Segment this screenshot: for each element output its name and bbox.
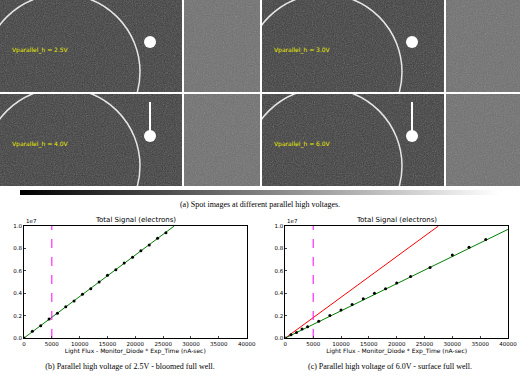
- svg-text:0.6: 0.6: [275, 268, 284, 274]
- svg-text:Vparallel_h = 2.5V: Vparallel_h = 2.5V: [12, 46, 69, 54]
- svg-text:0.4: 0.4: [275, 290, 284, 296]
- svg-text:0.8: 0.8: [275, 245, 284, 251]
- svg-text:15000: 15000: [360, 341, 378, 347]
- svg-text:0: 0: [284, 341, 288, 347]
- svg-text:Total Signal (electrons): Total Signal (electrons): [95, 216, 176, 224]
- svg-text:5000: 5000: [45, 341, 59, 347]
- svg-text:0.8: 0.8: [13, 245, 22, 251]
- svg-text:10000: 10000: [71, 341, 89, 347]
- svg-text:40000: 40000: [499, 341, 517, 347]
- svg-text:Total Signal (electrons): Total Signal (electrons): [356, 216, 437, 224]
- svg-text:0.0: 0.0: [13, 335, 22, 341]
- svg-text:Vparallel_h = 6.0V: Vparallel_h = 6.0V: [274, 140, 331, 148]
- svg-text:0.6: 0.6: [13, 268, 22, 274]
- svg-text:Light Flux - Monitor_Diode * E: Light Flux - Monitor_Diode * Exp_Time (n…: [326, 347, 467, 355]
- svg-text:30000: 30000: [444, 341, 462, 347]
- svg-text:Vparallel_h = 4.0V: Vparallel_h = 4.0V: [12, 140, 69, 148]
- svg-text:1e7: 1e7: [26, 218, 37, 224]
- svg-text:35000: 35000: [210, 341, 228, 347]
- svg-text:30000: 30000: [182, 341, 200, 347]
- html-text:(b) Parallel high voltage of 2: (b) Parallel high voltage of 2.5V - bloo…: [45, 362, 215, 371]
- svg-text:20000: 20000: [388, 341, 406, 347]
- svg-text:Light Flux - Monitor_Diode * E: Light Flux - Monitor_Diode * Exp_Time (n…: [65, 347, 206, 355]
- svg-text:Vparallel_h = 3.0V: Vparallel_h = 3.0V: [274, 46, 331, 54]
- html-text:(a) Spot images at different p: (a) Spot images at different parallel hi…: [179, 200, 341, 209]
- svg-text:0.0: 0.0: [275, 335, 284, 341]
- svg-text:40000: 40000: [238, 341, 256, 347]
- svg-text:1.0: 1.0: [275, 223, 284, 229]
- svg-text:1e7: 1e7: [287, 218, 298, 224]
- svg-text:35000: 35000: [471, 341, 489, 347]
- svg-text:0: 0: [22, 341, 26, 347]
- svg-text:25000: 25000: [416, 341, 434, 347]
- svg-text:0.2: 0.2: [275, 313, 284, 319]
- svg-text:15000: 15000: [99, 341, 117, 347]
- svg-text:0.4: 0.4: [13, 290, 22, 296]
- svg-text:25000: 25000: [154, 341, 172, 347]
- svg-text:5000: 5000: [306, 341, 320, 347]
- html-text:(c) Parallel high voltage of 6: (c) Parallel high voltage of 6.0V - surf…: [308, 362, 472, 371]
- svg-text:10000: 10000: [332, 341, 350, 347]
- svg-text:0.2: 0.2: [13, 313, 22, 319]
- svg-text:20000: 20000: [127, 341, 145, 347]
- svg-text:1.0: 1.0: [13, 223, 22, 229]
